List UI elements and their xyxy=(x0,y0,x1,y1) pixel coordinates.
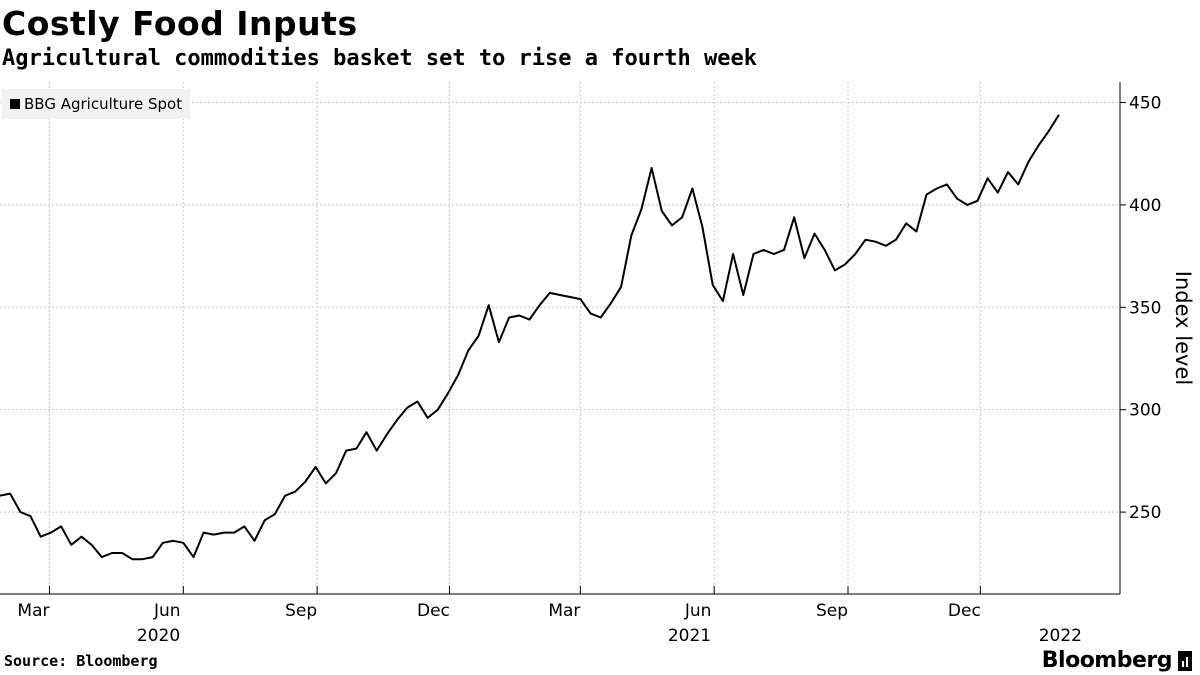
year-label: 2021 xyxy=(668,626,711,646)
y-tick-label: 300 xyxy=(1129,401,1161,421)
y-tick-label: 450 xyxy=(1129,93,1161,113)
x-tick-label: Sep xyxy=(816,601,848,621)
legend-swatch xyxy=(10,99,20,109)
brand-name: Bloomberg xyxy=(1041,648,1173,673)
brand-logo: Bloomberg xyxy=(1042,648,1192,673)
x-tick-marks xyxy=(48,586,981,594)
x-gridlines xyxy=(48,82,981,594)
y-tick-labels: 250 300 350 400 450 xyxy=(1129,93,1161,523)
x-tick-labels: Mar Jun Sep Dec Mar Jun Sep Dec xyxy=(17,601,980,621)
y-tick-label: 250 xyxy=(1129,503,1161,523)
year-label: 2020 xyxy=(137,626,180,646)
bloomberg-chart-icon xyxy=(1178,650,1192,671)
x-tick-label: Dec xyxy=(948,601,981,621)
y-axis-title: Index level xyxy=(1171,271,1195,385)
x-tick-label: Jun xyxy=(684,601,712,621)
y-gridlines xyxy=(0,101,1120,513)
legend: BBG Agriculture Spot xyxy=(2,89,191,119)
x-tick-label: Mar xyxy=(548,601,580,621)
y-tick-marks xyxy=(1120,101,1126,513)
x-tick-label: Sep xyxy=(285,601,317,621)
y-tick-label: 350 xyxy=(1129,298,1161,318)
year-label: 2022 xyxy=(1039,626,1082,646)
y-tick-label: 400 xyxy=(1129,196,1161,216)
x-tick-label: Jun xyxy=(153,601,181,621)
source-note: Source: Bloomberg xyxy=(4,652,158,670)
legend-label: BBG Agriculture Spot xyxy=(24,95,183,113)
page-subtitle: Agricultural commodities basket set to r… xyxy=(2,46,757,71)
x-tick-label: Dec xyxy=(417,601,450,621)
x-tick-label: Mar xyxy=(17,601,49,621)
series-line-bbg-agriculture-spot xyxy=(0,114,1060,561)
page-title: Costly Food Inputs xyxy=(2,4,358,43)
year-labels: 2020 2021 2022 xyxy=(137,626,1082,646)
